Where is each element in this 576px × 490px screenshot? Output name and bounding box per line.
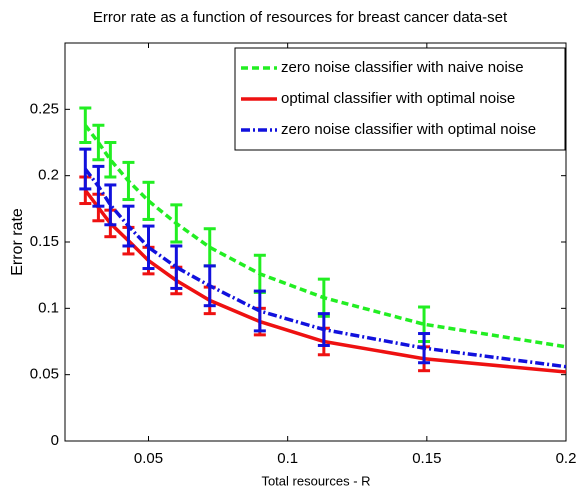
legend-label: optimal classifier with optimal noise (281, 90, 515, 107)
error-bar (104, 183, 117, 227)
x-tick-label: 0.05 (134, 450, 163, 467)
x-tick-label: 0.2 (556, 450, 576, 467)
error-bar (142, 180, 155, 221)
error-bar (79, 106, 92, 144)
y-tick-label: 0.05 (30, 366, 59, 383)
x-axis-label: Total resources - R (261, 473, 370, 488)
legend-label: zero noise classifier with naive noise (281, 59, 524, 76)
y-tick-label: 0.15 (30, 233, 59, 250)
error-bar (104, 141, 117, 179)
series-line (83, 167, 567, 369)
error-bar (253, 289, 266, 333)
y-axis-label: Error rate (9, 208, 26, 276)
legend-label: zero noise classifier with optimal noise (281, 121, 536, 138)
error-bar (142, 224, 155, 271)
error-bar (122, 204, 135, 248)
error-bar (418, 332, 431, 365)
legend-box (234, 47, 566, 151)
error-bar (170, 203, 183, 244)
y-tick-label: 0.1 (38, 299, 59, 316)
error-bar (92, 164, 105, 208)
x-tick-label: 0.15 (412, 450, 441, 467)
chart-title: Error rate as a function of resources fo… (93, 9, 508, 26)
x-tick-label: 0.1 (277, 450, 298, 467)
error-bar (92, 123, 105, 162)
y-tick-label: 0.2 (38, 167, 59, 184)
error-bar (122, 160, 135, 202)
error-bar (317, 312, 330, 347)
y-tick-label: 0.25 (30, 100, 59, 117)
y-tick-label: 0 (51, 432, 59, 449)
error-bar (170, 244, 183, 290)
error-bar (79, 147, 92, 191)
error-bar (203, 264, 216, 308)
